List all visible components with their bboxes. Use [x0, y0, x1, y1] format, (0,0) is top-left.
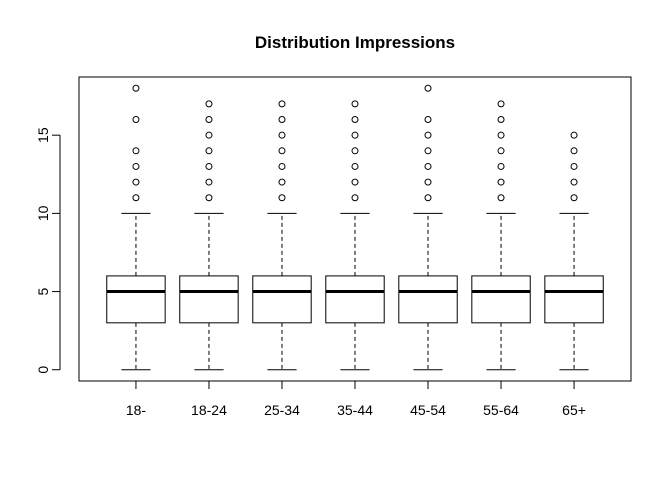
- iqr-box: [398, 275, 458, 324]
- x-tick-label-3: 25-34: [264, 402, 300, 418]
- outlier-point-11: [351, 194, 359, 202]
- y-tick-label-5: 5: [35, 287, 51, 295]
- y-tick-label-15: 15: [35, 127, 51, 143]
- outlier-point-13: [278, 162, 286, 170]
- outlier-point-12: [205, 178, 213, 186]
- outlier-point-14: [351, 147, 359, 155]
- box-3: [252, 100, 312, 371]
- outlier-point-12: [424, 178, 432, 186]
- outlier-point-12: [351, 178, 359, 186]
- outlier-point-12: [497, 178, 505, 186]
- outlier-point-18: [132, 84, 140, 92]
- iqr-box: [179, 275, 239, 324]
- iqr-box: [471, 275, 531, 324]
- iqr-box: [252, 275, 312, 324]
- box-4: [325, 100, 385, 371]
- x-tick-label-4: 35-44: [337, 402, 373, 418]
- outlier-point-11: [205, 194, 213, 202]
- outlier-point-13: [570, 162, 578, 170]
- outlier-point-15: [205, 131, 213, 139]
- outlier-point-17: [497, 100, 505, 108]
- x-axis: 18- 18-24 25-34 35-44 45-54 55-64 65+: [126, 380, 586, 418]
- x-tick-label-6: 55-64: [483, 402, 519, 418]
- outlier-point-13: [351, 162, 359, 170]
- outlier-point-17: [278, 100, 286, 108]
- outlier-point-14: [424, 147, 432, 155]
- iqr-box: [106, 275, 166, 324]
- iqr-box: [325, 275, 385, 324]
- outlier-point-12: [278, 178, 286, 186]
- x-tick-label-5: 45-54: [410, 402, 446, 418]
- outlier-point-16: [132, 116, 140, 124]
- outlier-point-16: [205, 116, 213, 124]
- outlier-point-11: [424, 194, 432, 202]
- outlier-point-11: [570, 194, 578, 202]
- outlier-point-15: [570, 131, 578, 139]
- outlier-point-14: [570, 147, 578, 155]
- outlier-point-14: [278, 147, 286, 155]
- y-axis: 0 5 10 15: [35, 127, 61, 374]
- box-5: [398, 84, 458, 371]
- outlier-point-17: [205, 100, 213, 108]
- outlier-point-18: [424, 84, 432, 92]
- outlier-point-11: [278, 194, 286, 202]
- iqr-box: [544, 275, 604, 324]
- outlier-point-12: [570, 178, 578, 186]
- box-1: [106, 84, 166, 371]
- outlier-point-13: [424, 162, 432, 170]
- x-tick-label-2: 18-24: [191, 402, 227, 418]
- outlier-point-15: [351, 131, 359, 139]
- outlier-point-17: [351, 100, 359, 108]
- box-2: [179, 100, 239, 371]
- outlier-point-16: [351, 116, 359, 124]
- outlier-point-14: [132, 147, 140, 155]
- box-7: [544, 131, 604, 371]
- outlier-point-14: [205, 147, 213, 155]
- x-tick-label-1: 18-: [126, 402, 147, 418]
- outlier-point-15: [497, 131, 505, 139]
- outlier-point-15: [424, 131, 432, 139]
- boxes-group: [106, 84, 604, 371]
- chart-title: Distribution Impressions: [255, 33, 455, 52]
- outlier-point-11: [497, 194, 505, 202]
- outlier-point-11: [132, 194, 140, 202]
- x-tick-label-7: 65+: [562, 402, 586, 418]
- outlier-point-16: [497, 116, 505, 124]
- outlier-point-12: [132, 178, 140, 186]
- outlier-point-14: [497, 147, 505, 155]
- outlier-point-16: [424, 116, 432, 124]
- y-tick-label-0: 0: [35, 366, 51, 374]
- outlier-point-16: [278, 116, 286, 124]
- box-6: [471, 100, 531, 371]
- y-tick-label-10: 10: [35, 205, 51, 221]
- outlier-point-13: [497, 162, 505, 170]
- outlier-point-13: [205, 162, 213, 170]
- outlier-point-15: [278, 131, 286, 139]
- outlier-point-13: [132, 162, 140, 170]
